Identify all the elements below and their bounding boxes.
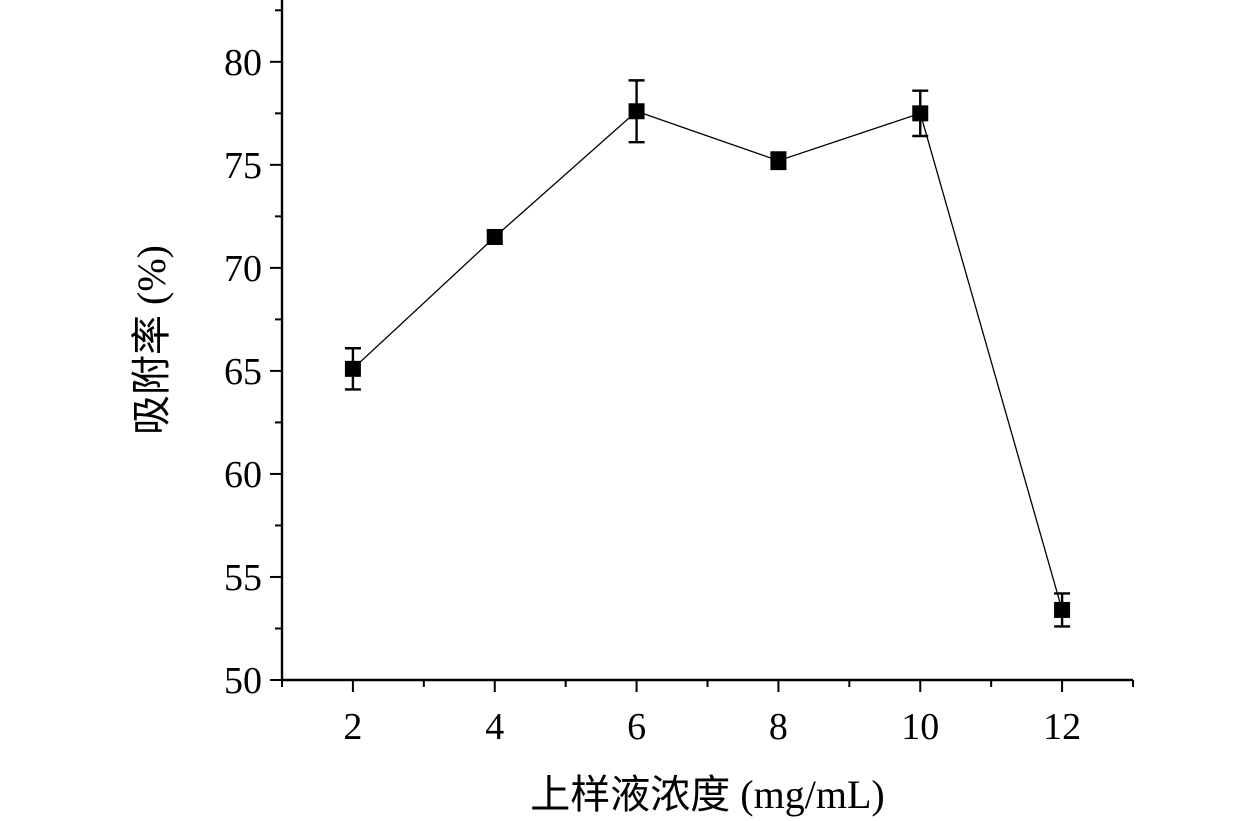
data-point (1054, 601, 1071, 618)
y-axis-title: 吸附率 (%) (129, 245, 174, 435)
x-tick-label: 4 (485, 706, 504, 748)
y-tick-label: 65 (224, 351, 262, 393)
data-point (486, 228, 503, 245)
y-tick-label: 50 (224, 660, 262, 702)
y-tick-label: 55 (224, 557, 262, 599)
data-point (344, 360, 361, 377)
ticks (270, 9, 1134, 692)
tick-labels: 50 55 60 65 70 75 80 2 4 6 8 10 12 (224, 42, 1081, 748)
data-point (912, 105, 929, 122)
x-tick-label: 12 (1043, 706, 1081, 748)
x-axis-title: 上样液浓度 (mg/mL) (530, 772, 884, 817)
y-tick-label: 75 (224, 145, 262, 187)
data-point (770, 152, 787, 169)
y-tick-label: 60 (224, 454, 262, 496)
series (344, 79, 1071, 628)
x-tick-label: 2 (343, 706, 362, 748)
x-tick-label: 8 (769, 706, 788, 748)
x-tick-label: 10 (901, 706, 939, 748)
data-point (628, 103, 645, 120)
x-tick-label: 6 (627, 706, 646, 748)
y-tick-label: 80 (224, 42, 262, 84)
y-tick-label: 70 (224, 248, 262, 290)
axes (280, 0, 1133, 682)
series-line (352, 110, 1063, 611)
